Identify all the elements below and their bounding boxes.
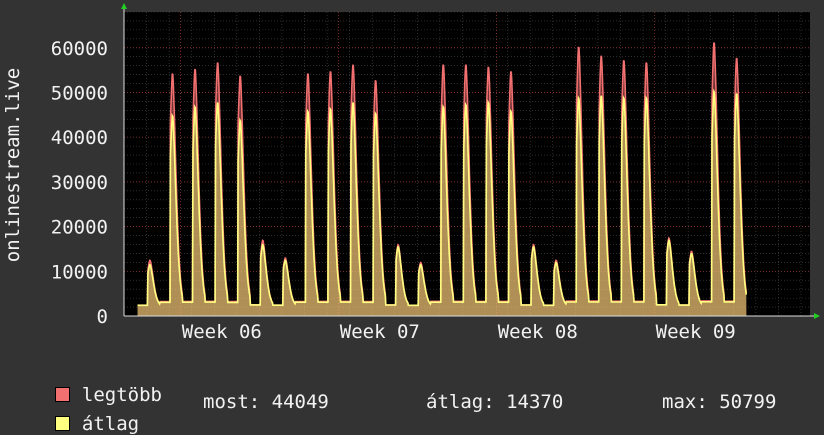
- y-tick-labels: 0 10000 20000 30000 40000 50000 60000: [51, 38, 108, 328]
- x-tick-label: Week 06: [182, 321, 262, 343]
- legend-item-atlag: átlag: [32, 391, 139, 435]
- series-legtobb-area: [137, 42, 747, 316]
- y-tick-label: 0: [97, 306, 108, 328]
- legtobb-swatch: [54, 387, 70, 402]
- y-axis-label: onlinestream.live: [2, 68, 24, 262]
- axes: [121, 3, 820, 319]
- x-tick-label: Week 09: [656, 321, 736, 343]
- y-tick-label: 60000: [51, 38, 108, 60]
- stat-most: most: 44049: [203, 391, 329, 413]
- y-tick-label: 10000: [51, 261, 108, 283]
- series-atlag-line: [137, 88, 748, 307]
- x-tick-label: Week 07: [340, 321, 420, 343]
- series-legtobb-line: [137, 42, 748, 307]
- x-tick-labels: Week 06 Week 07 Week 08 Week 09: [182, 321, 736, 343]
- x-tick-label: Week 08: [498, 321, 578, 343]
- legend-item-legtobb: legtöbb: [32, 362, 162, 406]
- y-axis-arrow: [121, 3, 127, 9]
- legtobb-label: legtöbb: [81, 384, 162, 406]
- x-axis-arrow: [814, 313, 820, 319]
- series-atlag-area: [137, 91, 747, 317]
- y-tick-label: 40000: [51, 127, 108, 149]
- stat-atlag: átlag: 14370: [426, 391, 564, 413]
- y-tick-label: 50000: [51, 82, 108, 104]
- y-tick-label: 30000: [51, 172, 108, 194]
- atlag-label: átlag: [81, 413, 140, 435]
- y-tick-label: 20000: [51, 217, 108, 239]
- stat-max: max: 50799: [662, 391, 777, 413]
- atlag-swatch: [54, 416, 70, 431]
- series-areas: [137, 42, 748, 317]
